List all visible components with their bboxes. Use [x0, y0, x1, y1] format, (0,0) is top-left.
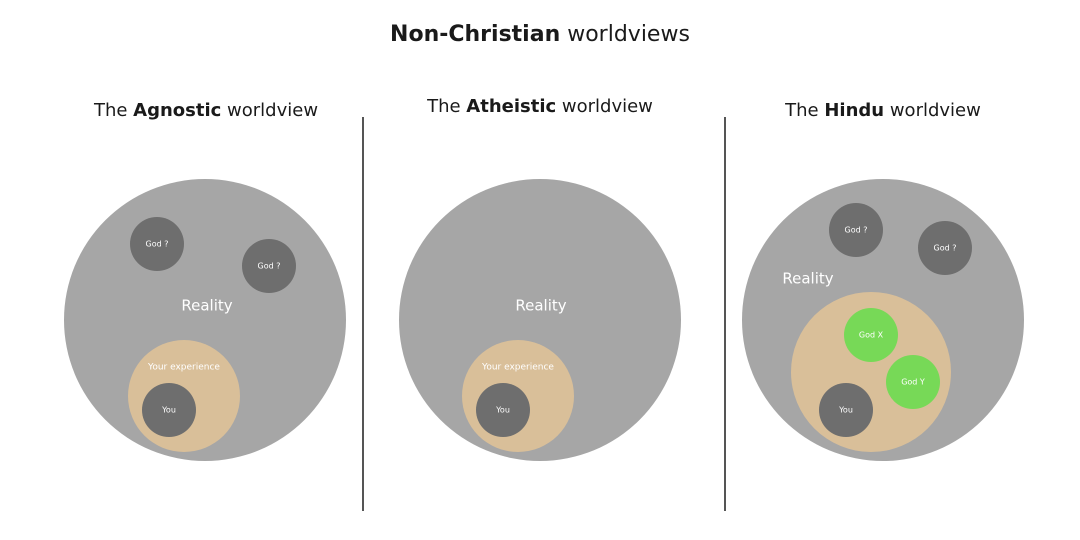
agnostic-you-label: You: [161, 406, 176, 415]
page-title-rest: worldviews: [560, 22, 690, 47]
hindu-panel-title: The Hindu worldview: [733, 100, 1033, 121]
hindu-title-prefix: The: [785, 100, 825, 121]
hindu-god-circle-1: [829, 203, 883, 257]
atheistic-experience-label: Your experience: [481, 363, 554, 373]
hindu-god-x-label: God X: [859, 331, 884, 340]
page-title-bold: Non-Christian: [390, 22, 561, 47]
atheistic-you-label: You: [495, 406, 510, 415]
atheistic-reality-label: Reality: [515, 297, 566, 315]
agnostic-title-suffix: worldview: [221, 100, 319, 121]
hindu-title-bold: Hindu: [824, 100, 885, 121]
agnostic-diagram: God ? God ? Reality Your experience You: [64, 179, 346, 461]
hindu-god-label-1: God ?: [845, 226, 868, 235]
agnostic-god-circle-1: [130, 217, 184, 271]
divider-right: [724, 117, 726, 511]
atheistic-title-prefix: The: [427, 96, 467, 117]
atheistic-panel-title: The Atheistic worldview: [390, 96, 690, 117]
hindu-god-y-label: God Y: [901, 378, 925, 387]
agnostic-experience-label: Your experience: [147, 363, 220, 373]
agnostic-panel-title: The Agnostic worldview: [56, 100, 356, 121]
hindu-title-suffix: worldview: [884, 100, 981, 121]
atheistic-title-bold: Atheistic: [466, 96, 557, 117]
agnostic-god-circle-2: [242, 239, 296, 293]
hindu-you-label: You: [838, 406, 853, 415]
hindu-reality-label: Reality: [782, 270, 833, 288]
page-title: Non-Christian worldviews: [0, 22, 1080, 47]
agnostic-title-prefix: The: [93, 100, 134, 121]
hindu-diagram: God ? God ? Reality God X God Y You: [742, 179, 1024, 461]
hindu-you-circle: [819, 383, 873, 437]
agnostic-god-label-2: God ?: [258, 262, 281, 271]
hindu-god-circle-2: [918, 221, 972, 275]
hindu-god-x-circle: [844, 308, 898, 362]
agnostic-title-bold: Agnostic: [133, 100, 222, 121]
agnostic-reality-label: Reality: [181, 297, 232, 315]
hindu-god-y-circle: [886, 355, 940, 409]
atheistic-title-suffix: worldview: [556, 96, 653, 117]
agnostic-you-circle: [142, 383, 196, 437]
atheistic-diagram: Reality Your experience You: [399, 179, 681, 461]
atheistic-you-circle: [476, 383, 530, 437]
agnostic-god-label-1: God ?: [146, 240, 169, 249]
hindu-god-label-2: God ?: [934, 244, 957, 253]
divider-left: [362, 117, 364, 511]
